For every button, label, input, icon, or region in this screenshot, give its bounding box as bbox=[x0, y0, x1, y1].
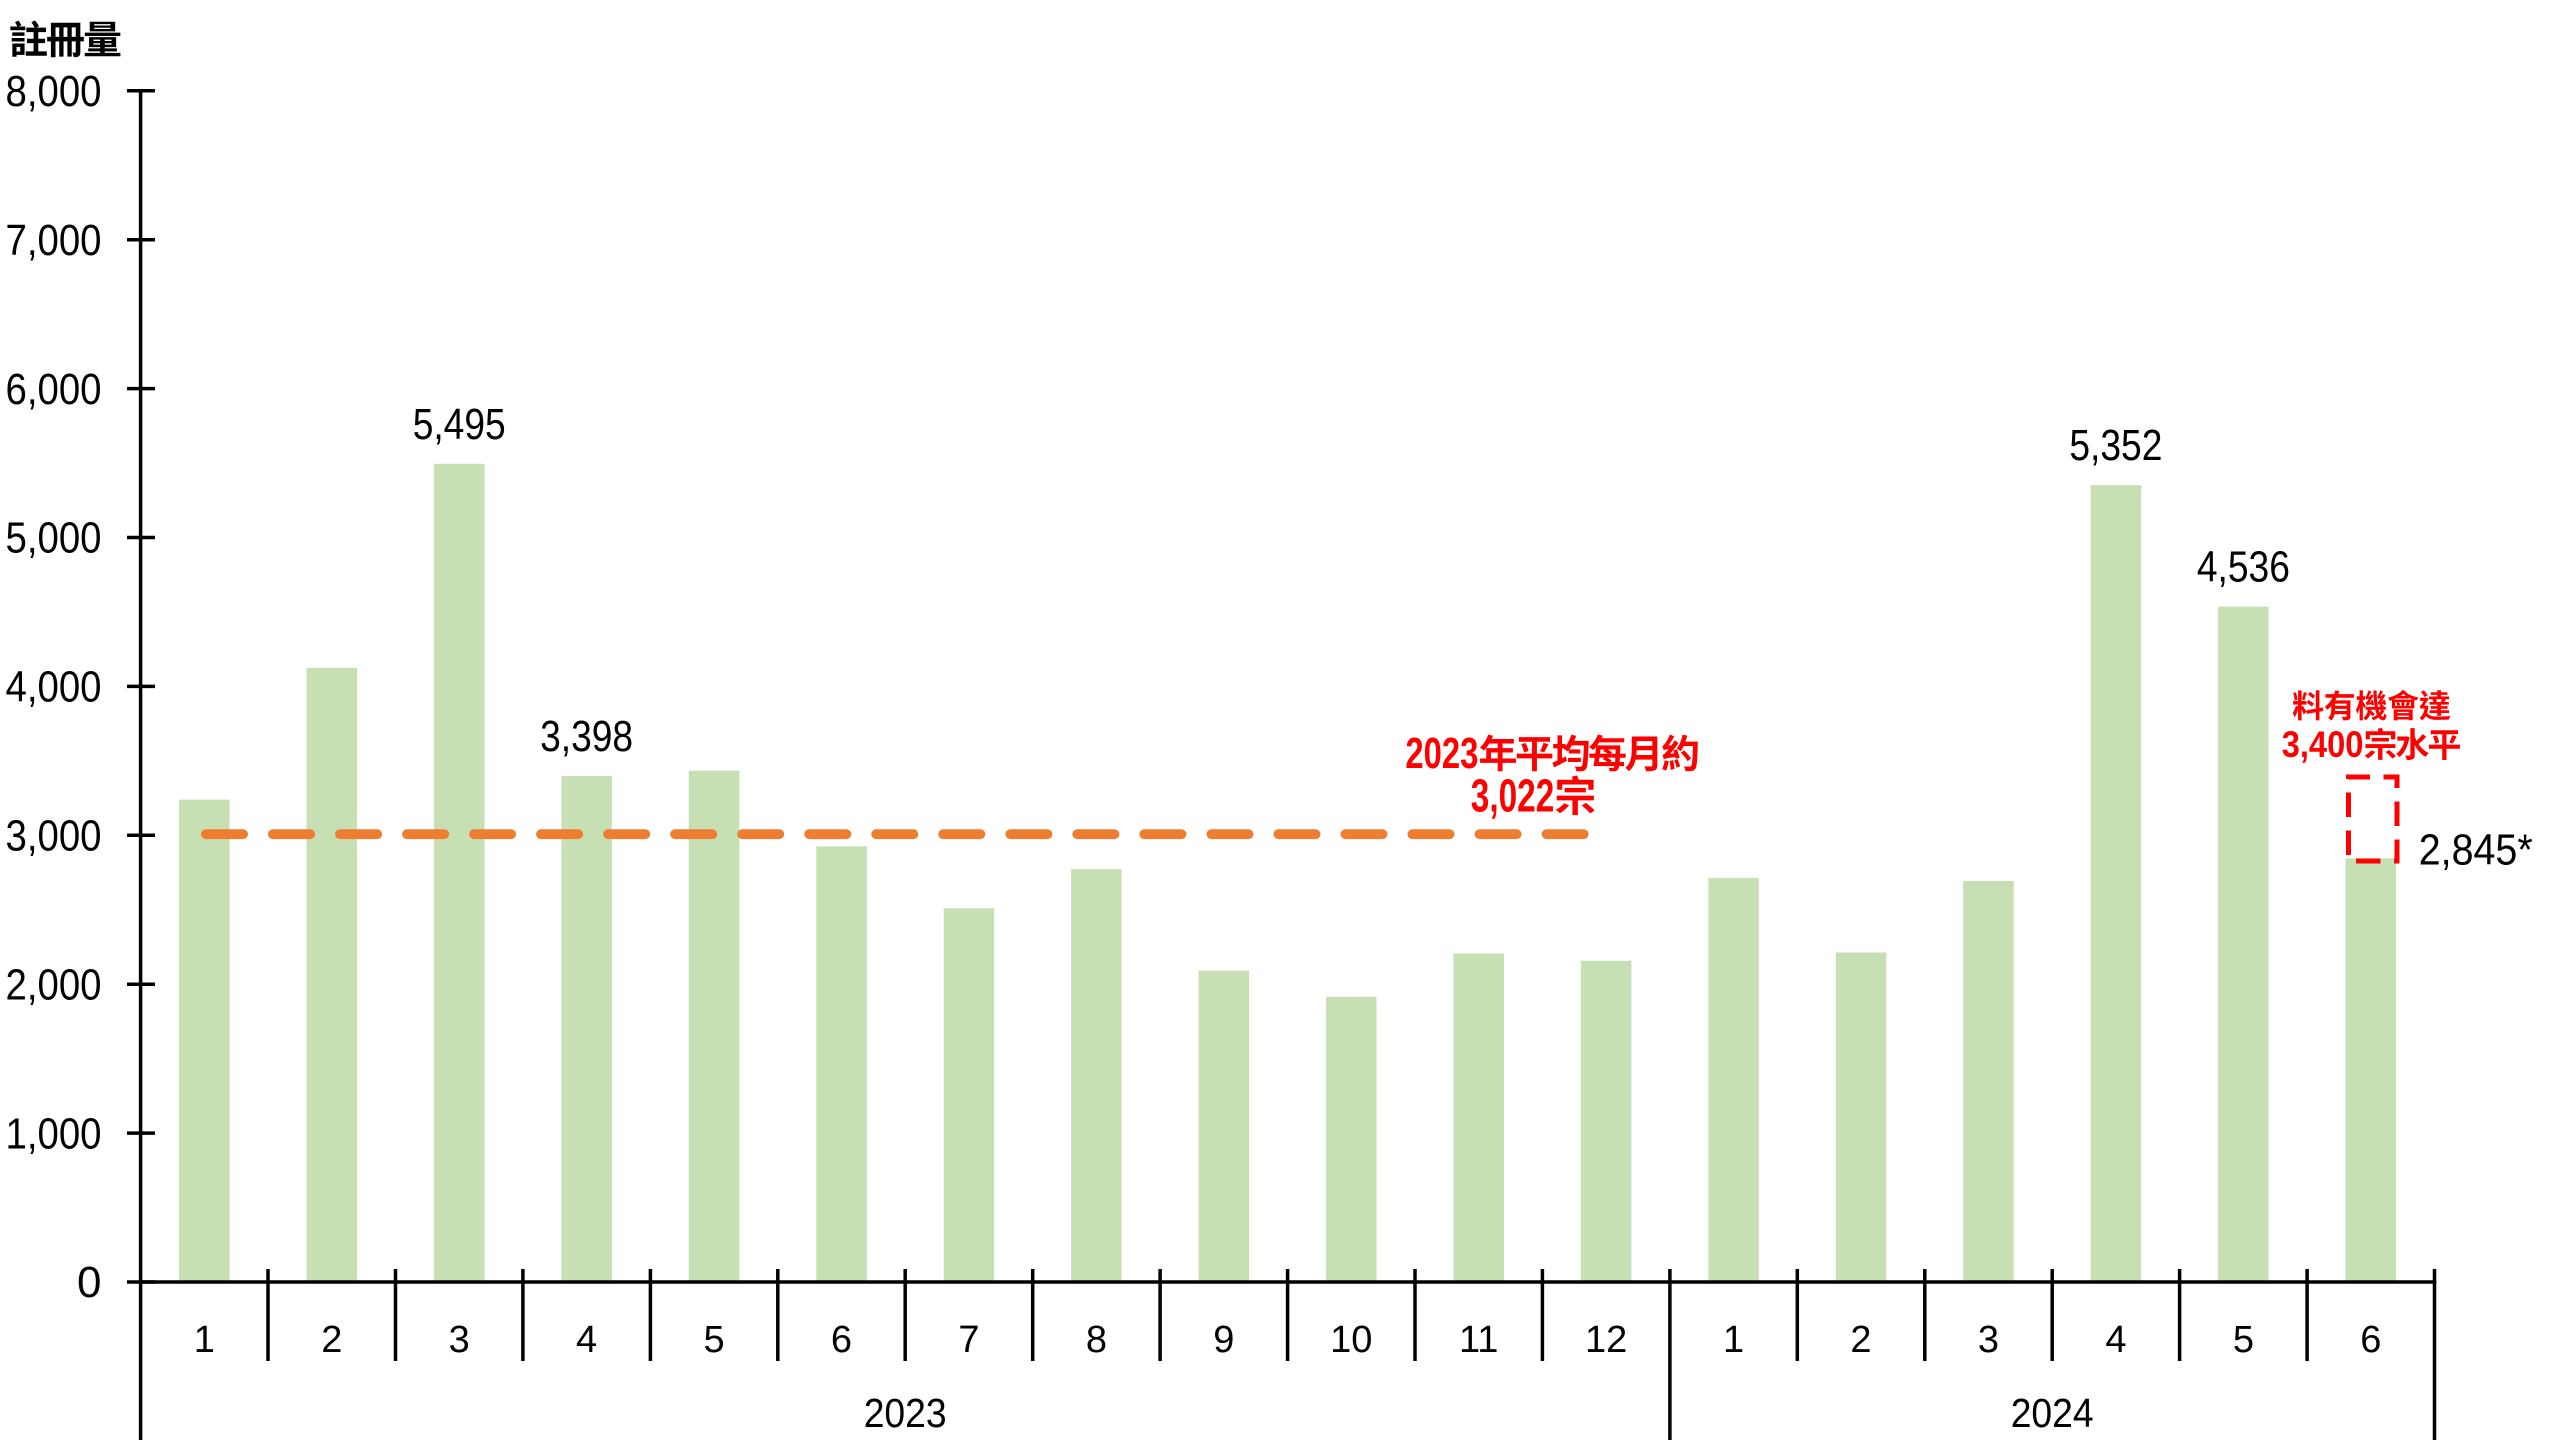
svg-text:0: 0 bbox=[77, 1258, 101, 1307]
svg-text:2: 2 bbox=[1850, 1319, 1871, 1361]
svg-text:5,000: 5,000 bbox=[6, 514, 102, 563]
svg-text:2,845*: 2,845* bbox=[2419, 825, 2533, 874]
svg-text:5: 5 bbox=[704, 1319, 725, 1361]
svg-text:11: 11 bbox=[1459, 1319, 1498, 1361]
svg-text:12: 12 bbox=[1585, 1319, 1627, 1361]
svg-text:5,495: 5,495 bbox=[413, 400, 506, 449]
svg-text:8: 8 bbox=[1086, 1319, 1107, 1361]
svg-text:7: 7 bbox=[958, 1319, 979, 1361]
svg-text:6,000: 6,000 bbox=[6, 365, 102, 414]
svg-text:3: 3 bbox=[449, 1319, 470, 1361]
svg-text:3: 3 bbox=[1978, 1319, 1999, 1361]
svg-text:7,000: 7,000 bbox=[6, 216, 102, 265]
svg-text:2023: 2023 bbox=[1405, 730, 1478, 778]
svg-text:3,022: 3,022 bbox=[1471, 770, 1555, 822]
svg-text:2,000: 2,000 bbox=[6, 960, 102, 1009]
svg-text:2: 2 bbox=[321, 1319, 342, 1361]
svg-text:8,000: 8,000 bbox=[6, 67, 102, 116]
svg-text:4: 4 bbox=[2105, 1319, 2126, 1361]
svg-text:1: 1 bbox=[1723, 1319, 1744, 1361]
svg-text:1,000: 1,000 bbox=[6, 1109, 102, 1158]
svg-text:5: 5 bbox=[2233, 1319, 2254, 1361]
svg-text:1: 1 bbox=[194, 1319, 215, 1361]
svg-text:6: 6 bbox=[2360, 1319, 2381, 1361]
svg-text:9: 9 bbox=[1213, 1319, 1234, 1361]
svg-text:3,400: 3,400 bbox=[2282, 724, 2364, 765]
svg-text:6: 6 bbox=[831, 1319, 852, 1361]
svg-text:10: 10 bbox=[1330, 1319, 1372, 1361]
svg-text:2023: 2023 bbox=[864, 1390, 947, 1436]
svg-text:4,000: 4,000 bbox=[6, 663, 102, 712]
svg-text:4,536: 4,536 bbox=[2197, 543, 2290, 592]
svg-text:3,000: 3,000 bbox=[6, 812, 102, 861]
svg-text:5,352: 5,352 bbox=[2069, 421, 2162, 470]
svg-text:2024: 2024 bbox=[2011, 1390, 2094, 1436]
svg-text:3,398: 3,398 bbox=[540, 712, 633, 761]
svg-text:4: 4 bbox=[576, 1319, 597, 1361]
